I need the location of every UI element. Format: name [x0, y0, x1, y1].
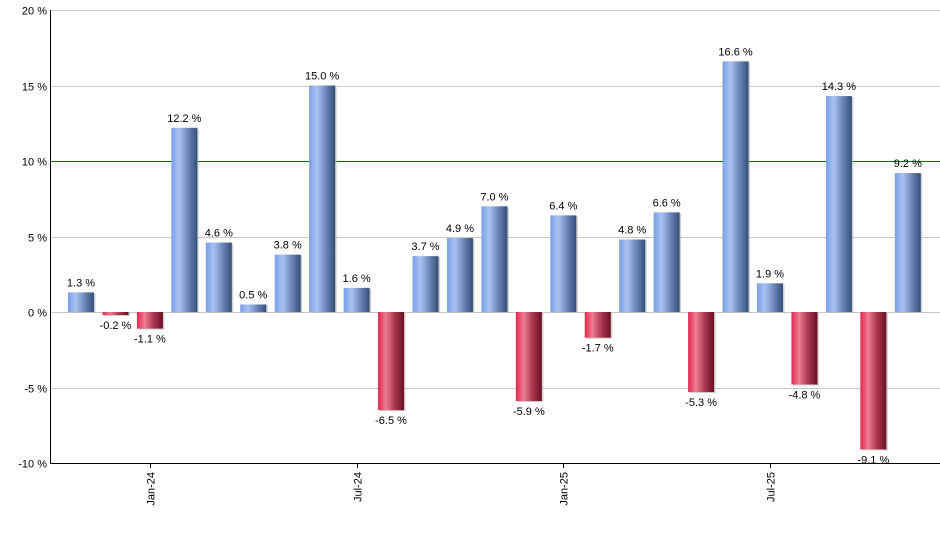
y-tick-label: 10 %: [22, 157, 47, 169]
bar-value-label: 4.8 %: [618, 225, 646, 237]
bar-value-label: -4.8 %: [789, 389, 821, 401]
bar-positive: [412, 256, 439, 312]
bar-value-label: 1.6 %: [343, 273, 371, 285]
bar-positive: [274, 254, 301, 312]
bar-value-label: -5.9 %: [513, 406, 545, 418]
bar-value-label: 7.0 %: [480, 191, 508, 203]
bar-value-label: 0.5 %: [239, 289, 267, 301]
x-tick-label: Jul-24: [353, 472, 365, 502]
bars: [68, 61, 923, 451]
bar-positive: [894, 173, 921, 312]
bar-negative: [688, 312, 715, 393]
bar-value-label: 3.7 %: [411, 241, 439, 253]
bar-value-label: -1.1 %: [134, 334, 166, 346]
bar-positive: [481, 206, 508, 312]
bar-value-label: 14.3 %: [822, 81, 856, 93]
bar-value-label: -0.2 %: [100, 320, 132, 332]
bar-value-label: -5.3 %: [685, 397, 717, 409]
value-labels: 1.3 % -0.2 %-1.1 % 12.2 % 4.6 % 0.5 % 3.8 % 15…: [67, 46, 922, 466]
bar-positive: [240, 304, 267, 312]
y-tick-label: -5 %: [24, 384, 47, 396]
y-tick-label: 20 %: [22, 6, 47, 18]
bar-value-label: 16.6 %: [718, 46, 752, 58]
bar-value-label: -6.5 %: [375, 415, 407, 427]
bar-value-label: 6.4 %: [549, 200, 577, 212]
bar-value-label: 3.8 %: [274, 240, 302, 252]
bar-negative: [515, 312, 542, 402]
bar-negative: [136, 312, 163, 329]
bar-positive: [825, 96, 852, 312]
bar-value-label: 4.9 %: [446, 223, 474, 235]
bar-positive: [619, 239, 646, 312]
bar-value-label: 4.6 %: [205, 228, 233, 240]
bar-positive: [653, 212, 680, 312]
bar-positive: [446, 238, 473, 312]
x-tick-label: Jan-24: [146, 472, 158, 506]
bar-positive: [205, 242, 232, 312]
bar-negative: [584, 312, 611, 338]
bar-negative: [378, 312, 405, 411]
bar-positive: [68, 292, 94, 312]
x-tick-label: Jul-25: [766, 472, 778, 502]
bar-value-label: 6.6 %: [653, 197, 681, 209]
bar-positive: [171, 127, 198, 312]
bar-value-label: 9.2 %: [894, 158, 922, 170]
bar-negative: [860, 312, 887, 450]
y-tick-label: 5 %: [28, 233, 47, 245]
y-tick-label: 15 %: [22, 82, 47, 94]
bar-positive: [722, 61, 749, 313]
bar-value-label: 12.2 %: [167, 113, 201, 125]
bar-negative: [791, 312, 818, 385]
y-tick-label: -10 %: [18, 459, 47, 471]
bar-value-label: -1.7 %: [582, 343, 614, 355]
bar-value-label: -9.1 %: [857, 454, 889, 466]
axes: 20 % 15 % 10 % 5 % 0 % -5 % -10 % Jan-24 Jul-24 J…: [18, 6, 940, 506]
bar-value-label: 1.3 %: [67, 277, 95, 289]
bar-positive: [309, 85, 336, 312]
y-tick-label: 0 %: [28, 308, 47, 320]
bar-value-label: 15.0 %: [305, 71, 339, 83]
x-tick-label: Jan-25: [559, 472, 571, 506]
bar-positive: [343, 287, 370, 312]
bar-value-label: 1.9 %: [756, 268, 784, 280]
bar-positive: [757, 283, 783, 312]
bar-positive: [550, 215, 577, 312]
bar-negative: [102, 312, 129, 316]
